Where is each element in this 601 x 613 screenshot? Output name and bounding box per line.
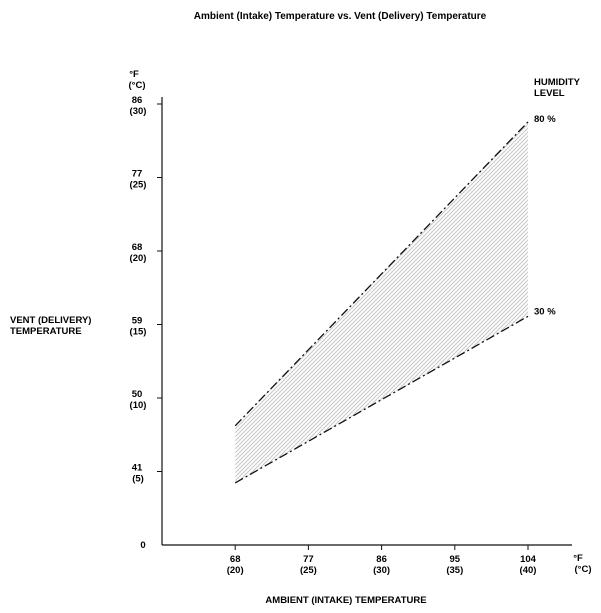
- y-tick-label-c: (10): [130, 400, 147, 411]
- x-tick-group: 68(20) 77(25) 86(30) 95(35) 104(40): [227, 545, 537, 576]
- x-unit-c: (°C): [575, 564, 592, 575]
- y-tick-label-c: (25): [130, 180, 147, 191]
- x-tick-label-f: 68: [230, 554, 241, 565]
- x-tick-label-c: (25): [300, 565, 317, 576]
- y-tick-label-f: 0: [140, 540, 145, 551]
- x-tick-label-f: 77: [303, 554, 314, 565]
- legend-title-line1: HUMIDITY: [534, 77, 581, 88]
- y-tick-label-c: (30): [130, 106, 147, 117]
- x-tick-label-c: (35): [446, 565, 463, 576]
- y-tick-label-c: (15): [130, 327, 147, 338]
- x-unit-f: °F: [573, 553, 583, 564]
- y-unit-f: °F: [129, 69, 139, 80]
- y-axis-label-line1: VENT (DELIVERY): [10, 315, 91, 326]
- y-tick-label-f: 68: [132, 242, 143, 253]
- y-axis-label-line2: TEMPERATURE: [10, 326, 82, 337]
- chart-title: Ambient (Intake) Temperature vs. Vent (D…: [194, 11, 487, 22]
- y-tick-label-f: 50: [132, 389, 143, 400]
- series-line-80: [234, 121, 529, 427]
- humidity-band: [235, 121, 528, 483]
- x-tick-label-f: 86: [376, 554, 387, 565]
- y-tick-label-c: (20): [130, 253, 147, 264]
- y-tick-group: 86(30) 77(25) 68(20) 59(15) 50(10) 41(5) 0: [130, 95, 162, 551]
- series-label-80: 80 %: [534, 114, 556, 125]
- x-tick-label-c: (20): [227, 565, 244, 576]
- y-tick-label-c: (5): [132, 474, 144, 485]
- x-tick-label-f: 95: [450, 554, 461, 565]
- x-tick-label-f: 104: [520, 554, 537, 565]
- x-tick-label-c: (40): [520, 565, 537, 576]
- x-tick-label-c: (30): [373, 565, 390, 576]
- y-tick-label-f: 41: [132, 463, 143, 474]
- y-tick-label-f: 59: [132, 316, 143, 327]
- y-tick-label-f: 86: [132, 95, 143, 106]
- legend-title-line2: LEVEL: [534, 88, 565, 99]
- series-line-30: [234, 315, 529, 484]
- y-unit-c: (°C): [129, 80, 146, 91]
- y-tick-label-f: 77: [132, 169, 143, 180]
- series-label-30: 30 %: [534, 306, 556, 317]
- x-axis-label: AMBIENT (INTAKE) TEMPERATURE: [265, 595, 426, 606]
